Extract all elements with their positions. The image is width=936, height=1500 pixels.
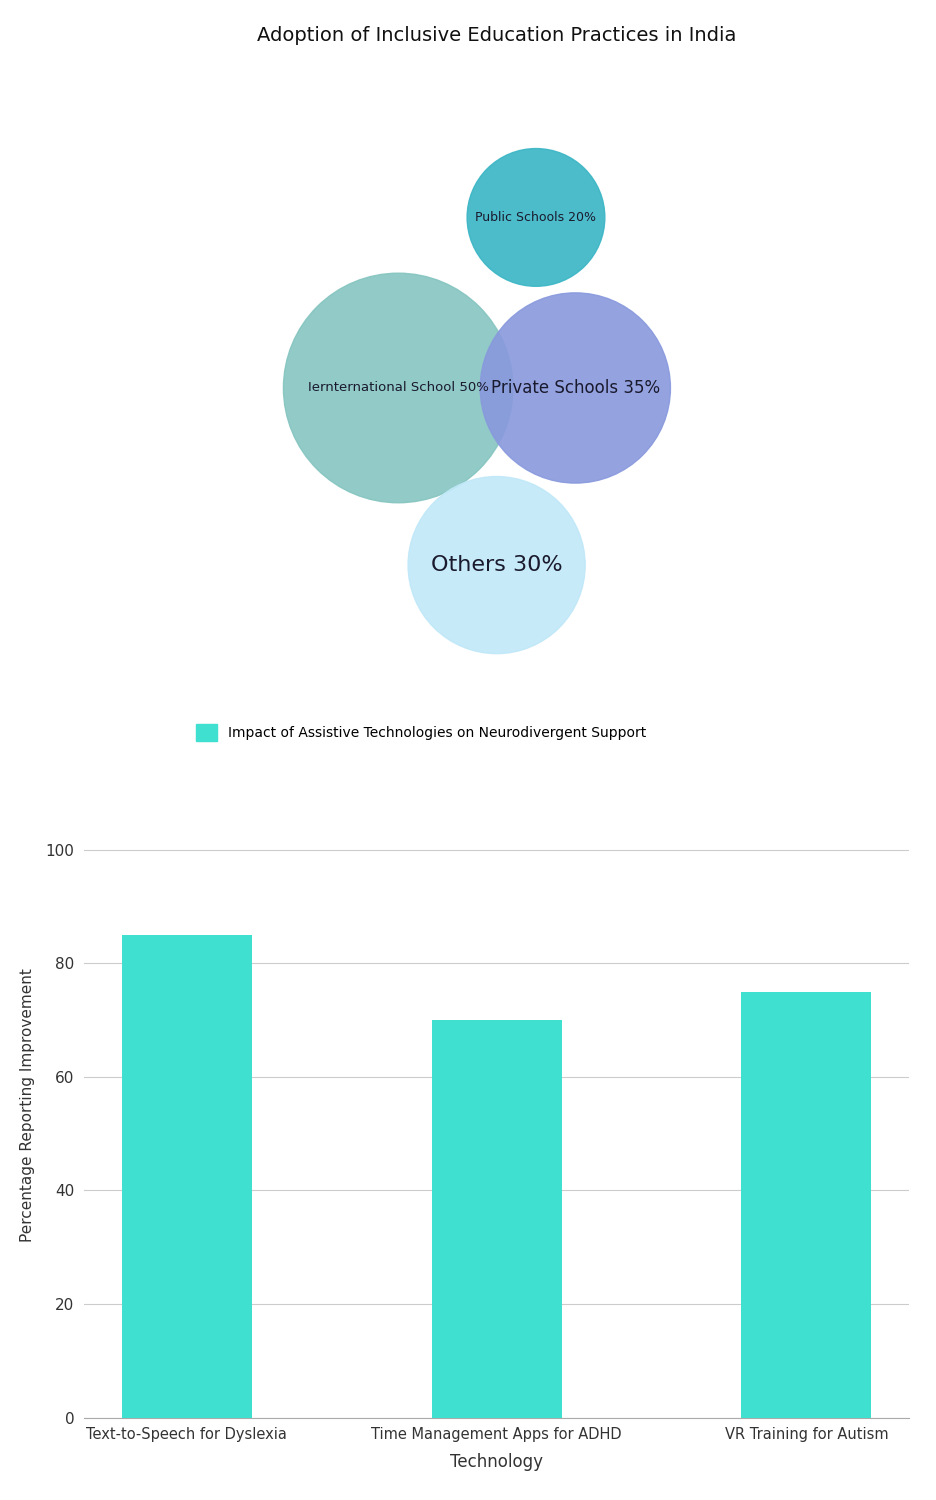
Bar	[740, 992, 870, 1418]
Text: Private Schools 35%: Private Schools 35%	[490, 380, 659, 398]
Bar	[431, 1020, 561, 1418]
X-axis label: Technology: Technology	[449, 1454, 543, 1472]
Text: Others 30%: Others 30%	[431, 555, 562, 574]
Text: Iernternational School 50%: Iernternational School 50%	[307, 381, 489, 394]
Y-axis label: Percentage Reporting Improvement: Percentage Reporting Improvement	[20, 968, 35, 1242]
Circle shape	[283, 273, 513, 502]
Legend: Impact of Assistive Technologies on Neurodivergent Support: Impact of Assistive Technologies on Neur…	[190, 718, 651, 747]
Circle shape	[407, 477, 585, 654]
Circle shape	[479, 292, 670, 483]
Bar	[122, 934, 252, 1418]
Circle shape	[466, 148, 605, 286]
Text: Public Schools 20%: Public Schools 20%	[475, 211, 596, 223]
Title: Adoption of Inclusive Education Practices in India: Adoption of Inclusive Education Practice…	[256, 26, 736, 45]
